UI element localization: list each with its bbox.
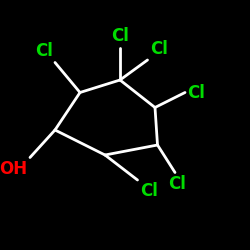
- Text: Cl: Cl: [150, 40, 168, 58]
- Text: Cl: Cl: [111, 27, 129, 45]
- Text: Cl: Cl: [140, 182, 158, 200]
- Text: Cl: Cl: [34, 42, 52, 60]
- Text: Cl: Cl: [188, 84, 206, 102]
- Text: Cl: Cl: [168, 175, 186, 193]
- Text: OH: OH: [0, 160, 28, 178]
